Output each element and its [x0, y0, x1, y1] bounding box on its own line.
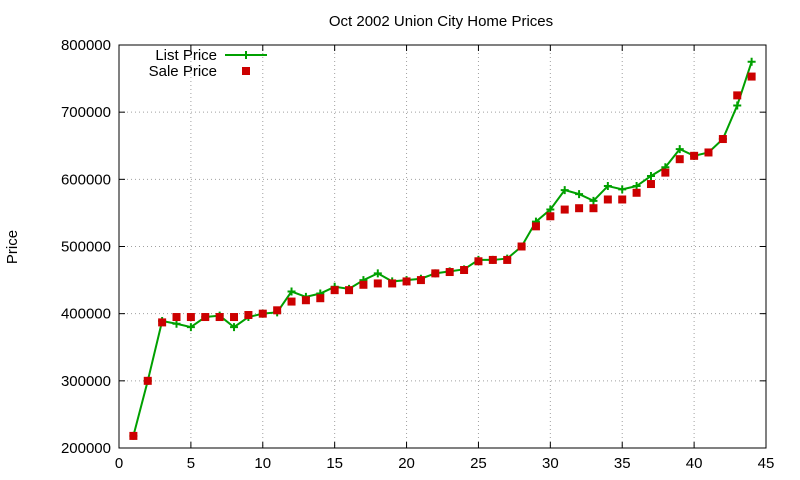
sale-price-point — [301, 296, 310, 305]
sale-price-point — [675, 155, 684, 164]
sale-price-point — [345, 286, 354, 295]
sale-price-point — [258, 309, 267, 318]
sale-price-point — [215, 313, 224, 322]
sale-price-point — [416, 276, 425, 285]
sale-price-point — [158, 318, 167, 327]
sale-price-point — [704, 148, 713, 157]
sale-price-point — [503, 255, 512, 264]
sale-price-point — [230, 313, 239, 322]
list-price-point — [560, 186, 569, 195]
sale-price-point — [474, 257, 483, 266]
sale-price-point — [603, 195, 612, 204]
sale-price-point — [618, 195, 627, 204]
sale-price-point — [589, 204, 598, 213]
sale-price-point — [129, 431, 138, 440]
sale-price-point — [546, 212, 555, 221]
sale-price-point — [201, 313, 210, 322]
sale-price-point — [445, 268, 454, 277]
plot-series — [129, 57, 756, 440]
x-tick-label: 15 — [326, 455, 343, 472]
list-price-point — [618, 185, 627, 194]
sale-price-point — [143, 376, 152, 385]
legend-label: List Price — [155, 47, 217, 64]
list-price-point — [632, 182, 641, 191]
x-tick-label: 10 — [254, 455, 271, 472]
legend-marker-sale-price — [242, 67, 250, 75]
sale-price-point — [517, 242, 526, 251]
list-price-point — [675, 145, 684, 154]
legend-marker-list-price — [242, 51, 250, 59]
list-price-point — [733, 101, 742, 110]
sale-price-point — [661, 168, 670, 177]
x-tick-label: 30 — [542, 455, 559, 472]
axis-ticks: 0 5 10 15 20 25 30 35 40 45 200000 300000 400000 5000… — [61, 37, 774, 472]
x-tick-label: 0 — [115, 455, 123, 472]
list-price-point — [172, 319, 181, 328]
sale-price-point — [460, 266, 469, 275]
chart-title: Oct 2002 Union City Home Prices — [329, 13, 553, 30]
sale-price-point — [733, 91, 742, 100]
sale-price-point — [330, 286, 339, 295]
x-tick-label: 5 — [187, 455, 195, 472]
sale-price-point — [575, 204, 584, 213]
sale-price-point — [632, 188, 641, 197]
sale-price-point — [287, 297, 296, 306]
y-tick-label: 700000 — [61, 104, 111, 121]
series-line-list-price — [132, 61, 753, 437]
x-tick-label: 40 — [686, 455, 703, 472]
x-tick-label: 25 — [470, 455, 487, 472]
sale-price-point — [531, 222, 540, 231]
y-tick-label: 500000 — [61, 239, 111, 256]
sale-price-point — [747, 72, 756, 81]
y-tick-label: 800000 — [61, 37, 111, 54]
list-price-point — [603, 182, 612, 191]
list-price-point — [546, 205, 555, 214]
sale-price-point — [373, 279, 382, 288]
y-tick-label: 300000 — [61, 373, 111, 390]
sale-price-point — [316, 294, 325, 303]
list-price-point — [747, 57, 756, 66]
sale-price-point — [359, 280, 368, 289]
list-price-point — [589, 196, 598, 205]
sale-price-point — [646, 180, 655, 189]
sale-price-point — [560, 205, 569, 214]
list-price-point — [287, 287, 296, 296]
list-price-point — [230, 323, 239, 332]
sale-price-point — [690, 151, 699, 160]
sale-price-point — [488, 255, 497, 264]
y-axis-label: Price — [4, 230, 21, 264]
list-price-point — [646, 171, 655, 180]
sale-price-point — [172, 313, 181, 322]
sale-price-point — [244, 311, 253, 320]
x-tick-label: 35 — [614, 455, 631, 472]
sale-price-point — [388, 279, 397, 288]
sale-price-point — [186, 313, 195, 322]
sale-price-point — [402, 277, 411, 286]
y-tick-label: 400000 — [61, 306, 111, 323]
sale-price-point — [273, 306, 282, 315]
sale-price-point — [718, 135, 727, 144]
legend-label: Sale Price — [149, 63, 217, 80]
list-price-point — [186, 323, 195, 332]
x-tick-label: 45 — [758, 455, 775, 472]
y-tick-label: 600000 — [61, 171, 111, 188]
list-price-point — [575, 190, 584, 199]
list-price-point — [373, 269, 382, 278]
x-tick-label: 20 — [398, 455, 415, 472]
y-tick-label: 200000 — [61, 440, 111, 457]
sale-price-point — [431, 269, 440, 278]
